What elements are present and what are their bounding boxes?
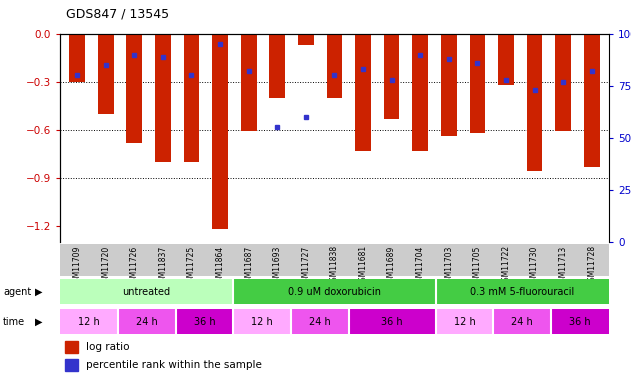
Text: 0.9 uM doxorubicin: 0.9 uM doxorubicin	[288, 286, 381, 297]
Bar	[269, 34, 285, 98]
Text: untreated: untreated	[122, 286, 171, 297]
Bar	[384, 34, 399, 118]
Text: GSM11709: GSM11709	[73, 245, 81, 287]
Text: GSM11705: GSM11705	[473, 245, 482, 287]
Text: time: time	[3, 316, 25, 327]
Bar	[155, 34, 171, 162]
Text: 12 h: 12 h	[78, 316, 100, 327]
Text: 24 h: 24 h	[136, 316, 158, 327]
Text: GSM11693: GSM11693	[273, 245, 282, 287]
Bar	[493, 309, 551, 334]
Bar	[435, 279, 609, 304]
Text: 36 h: 36 h	[569, 316, 591, 327]
Bar	[212, 34, 228, 229]
Bar	[298, 34, 314, 45]
Text: GSM11722: GSM11722	[502, 245, 510, 286]
Text: GSM11687: GSM11687	[244, 245, 253, 286]
Text: ▶: ▶	[35, 286, 42, 297]
Bar	[60, 309, 118, 334]
Bar	[498, 34, 514, 85]
Bar	[175, 309, 233, 334]
Bar	[555, 34, 571, 131]
Text: GSM11837: GSM11837	[158, 245, 167, 286]
Bar	[551, 309, 609, 334]
Bar	[69, 34, 85, 82]
Bar	[349, 309, 435, 334]
Text: ▶: ▶	[35, 316, 42, 327]
Bar	[66, 358, 78, 370]
Bar	[441, 34, 457, 136]
Bar	[66, 341, 78, 353]
Text: log ratio: log ratio	[86, 342, 130, 352]
Bar	[527, 34, 543, 171]
Text: 12 h: 12 h	[251, 316, 273, 327]
Text: GSM11704: GSM11704	[416, 245, 425, 287]
Bar	[327, 34, 342, 98]
Bar	[435, 309, 493, 334]
Text: GSM11681: GSM11681	[358, 245, 367, 286]
Text: 24 h: 24 h	[511, 316, 533, 327]
Bar	[60, 279, 233, 304]
Text: GSM11727: GSM11727	[302, 245, 310, 286]
Text: GSM11703: GSM11703	[444, 245, 453, 287]
Bar	[355, 34, 371, 151]
Bar	[118, 309, 175, 334]
Bar	[584, 34, 599, 166]
Bar	[241, 34, 257, 131]
Bar	[233, 309, 291, 334]
Bar	[412, 34, 428, 151]
Text: GSM11864: GSM11864	[216, 245, 225, 286]
Text: percentile rank within the sample: percentile rank within the sample	[86, 360, 262, 369]
Bar	[98, 34, 114, 114]
Text: 24 h: 24 h	[309, 316, 331, 327]
Text: agent: agent	[3, 286, 32, 297]
Text: GSM11726: GSM11726	[130, 245, 139, 286]
Bar	[233, 279, 435, 304]
Bar	[126, 34, 142, 142]
Text: GSM11728: GSM11728	[587, 245, 596, 286]
Text: GSM11713: GSM11713	[558, 245, 568, 286]
Text: GSM11725: GSM11725	[187, 245, 196, 286]
Text: 36 h: 36 h	[194, 316, 215, 327]
Bar	[184, 34, 199, 162]
Text: 12 h: 12 h	[454, 316, 475, 327]
Text: 0.3 mM 5-fluorouracil: 0.3 mM 5-fluorouracil	[470, 286, 574, 297]
Text: GSM11689: GSM11689	[387, 245, 396, 286]
Text: 36 h: 36 h	[381, 316, 403, 327]
Text: GSM11720: GSM11720	[101, 245, 110, 286]
Bar	[469, 34, 485, 133]
Text: GSM11838: GSM11838	[330, 245, 339, 286]
Text: GSM11730: GSM11730	[530, 245, 539, 287]
Text: GDS847 / 13545: GDS847 / 13545	[66, 8, 169, 21]
Bar	[291, 309, 349, 334]
